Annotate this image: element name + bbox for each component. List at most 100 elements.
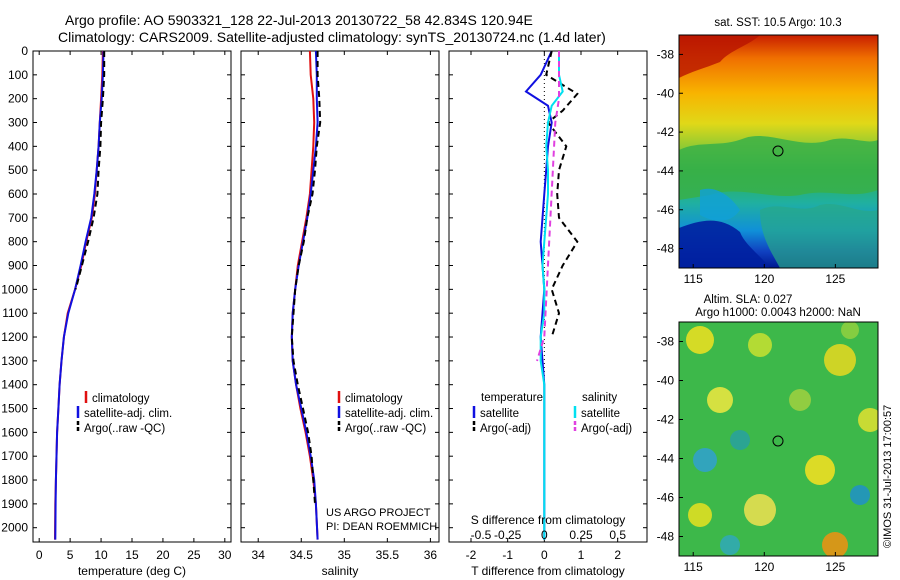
map-lon-tick-label: 125 <box>825 272 845 286</box>
sst-green-band <box>679 136 878 200</box>
salinity-difference-tick-label: -0.25 <box>494 528 522 542</box>
depth-tick-label: 700 <box>8 211 28 225</box>
depth-tick-label: 800 <box>8 235 28 249</box>
ssh-blob <box>841 322 859 339</box>
difference-xlabel-top: S difference from climatology <box>471 513 626 527</box>
temperature-tick-label: 30 <box>218 548 232 562</box>
map-lon-tick-label: 120 <box>754 560 774 574</box>
temperature-panel-frame <box>32 50 232 543</box>
legend-argo-label: Argo(..raw -QC) <box>345 423 426 435</box>
depth-tick-label: 1500 <box>1 402 28 416</box>
map-lat-tick-label: -46 <box>657 491 675 505</box>
temperature-xlabel: temperature (deg C) <box>78 564 186 578</box>
temperature-series <box>54 50 106 540</box>
ssh-argo-location-marker <box>772 435 784 447</box>
difference-panel-frame <box>448 50 648 543</box>
ssh-map <box>679 322 878 556</box>
ssh-map-title-1: Altim. SLA: 0.027 <box>704 294 793 306</box>
depth-tick-label: 1400 <box>1 378 28 392</box>
map-lat-tick-label: -40 <box>657 86 675 100</box>
depth-tick-label: 1300 <box>1 354 28 368</box>
salinity-legend: climatology satellite-adj. clim. Argo(..… <box>337 391 433 435</box>
map-lon-tick-label: 115 <box>684 560 703 574</box>
salinity-tick-label: 36 <box>424 548 438 562</box>
map-lon-tick-label: 125 <box>825 560 845 574</box>
map-lon-tick-label: 115 <box>684 272 703 286</box>
depth-tick-label: 400 <box>8 139 28 153</box>
depth-tick-label: 0 <box>21 44 28 58</box>
ssh-map-frame <box>678 321 879 557</box>
difference-tick-label: 2 <box>614 548 621 562</box>
legend-satellite-label: satellite-adj. clim. <box>345 408 433 420</box>
map-lat-tick-label: -46 <box>657 203 675 217</box>
salinity-difference-tick-label: 0.25 <box>569 528 593 542</box>
temperature-tick-label: 10 <box>94 548 108 562</box>
ssh-blob <box>850 485 870 505</box>
salinity-xlabel: salinity <box>322 564 359 578</box>
legend-satellite-label: satellite-adj. clim. <box>84 408 172 420</box>
difference-series <box>524 50 579 540</box>
legend-temp-argo-label: Argo(-adj) <box>480 423 531 435</box>
map-lat-tick-label: -42 <box>657 413 675 427</box>
map-lat-tick-label: -38 <box>657 335 675 349</box>
salinity-difference-ticks: -0.5 -0.25 0 0.25 0.5 <box>471 528 627 542</box>
salinity-difference-tick-label: -0.5 <box>471 528 492 542</box>
sst-teal-patch <box>760 203 878 268</box>
depth-tick-label: 1000 <box>1 282 28 296</box>
difference-series-salinity-satellite <box>539 51 564 540</box>
ssh-blob <box>730 430 750 450</box>
ssh-blob <box>805 455 835 485</box>
sst-cold-patch <box>679 220 770 268</box>
salinity-axis-ticks: 34 34.5 35 35.5 36 <box>252 51 438 562</box>
difference-axis-ticks: -2 -1 0 1 2 <box>466 51 621 562</box>
title-line-1: Argo profile: AO 5903321_128 22-Jul-2013… <box>65 12 533 28</box>
ssh-anomaly-blobs <box>686 322 878 556</box>
depth-tick-label: 200 <box>8 92 28 106</box>
temperature-tick-label: 15 <box>125 548 139 562</box>
salinity-tick-label: 34.5 <box>290 548 314 562</box>
ssh-blob <box>693 448 717 472</box>
legend-salinity-title: salinity <box>582 392 617 404</box>
temperature-legend: climatology satellite-adj. clim. Argo(..… <box>76 391 172 435</box>
legend-argo-label: Argo(..raw -QC) <box>84 423 165 435</box>
map-lat-tick-label: -48 <box>657 242 675 256</box>
map-lat-tick-label: -38 <box>657 47 675 61</box>
difference-legend: temperature satellite Argo(-adj) salinit… <box>472 392 632 435</box>
salinity-tick-label: 34 <box>252 548 266 562</box>
difference-tick-label: 0 <box>541 548 548 562</box>
ssh-map-title-2: Argo h1000: 0.0043 h2000: NaN <box>695 307 861 319</box>
ssh-map-ticks: 115 120 125 -38 -40 -42 -44 -46 -48 <box>657 335 846 575</box>
sst-map-title: sat. SST: 10.5 Argo: 10.3 <box>714 17 841 29</box>
legend-temp-satellite-label: satellite <box>480 408 519 420</box>
sst-map-ticks: 115 120 125 -38 -40 -42 -44 -46 -48 <box>657 47 846 286</box>
pi-note: PI: DEAN ROEMMICH <box>326 521 437 533</box>
depth-tick-label: 2000 <box>1 521 28 535</box>
map-lon-tick-label: 120 <box>754 272 774 286</box>
temperature-tick-label: 0 <box>36 548 43 562</box>
legend-sal-satellite-label: satellite <box>581 408 620 420</box>
temperature-series-argo-raw-qc <box>74 51 106 290</box>
depth-axis-ticks: 0 100 200 300 400 500 600 700 800 900 1000 1100 1200… <box>1 44 647 535</box>
legend-temperature-title: temperature <box>481 392 543 404</box>
salinity-difference-tick-label: 0.5 <box>609 528 626 542</box>
difference-series-temperature-argo-adj <box>545 50 579 338</box>
salinity-series-argo-raw-qc <box>290 51 322 504</box>
ssh-blob <box>744 494 776 526</box>
temperature-tick-label: 25 <box>187 548 201 562</box>
depth-tick-label: 300 <box>8 116 28 130</box>
temperature-tick-label: 20 <box>156 548 170 562</box>
temperature-axis-ticks: 0 5 10 15 20 25 30 <box>36 51 232 562</box>
difference-tick-label: -1 <box>502 548 513 562</box>
ssh-blob <box>720 535 740 555</box>
salinity-tick-label: 35 <box>338 548 352 562</box>
ssh-blob <box>824 344 856 376</box>
legend-climatology-label: climatology <box>92 393 150 405</box>
depth-tick-label: 600 <box>8 187 28 201</box>
temperature-series-climatology <box>54 50 104 540</box>
ssh-blob <box>789 389 811 411</box>
map-lat-tick-label: -40 <box>657 374 675 388</box>
salinity-difference-tick-label: 0 <box>541 528 548 542</box>
salinity-series-climatology <box>290 50 319 540</box>
depth-tick-label: 500 <box>8 163 28 177</box>
ssh-blob <box>748 333 772 357</box>
